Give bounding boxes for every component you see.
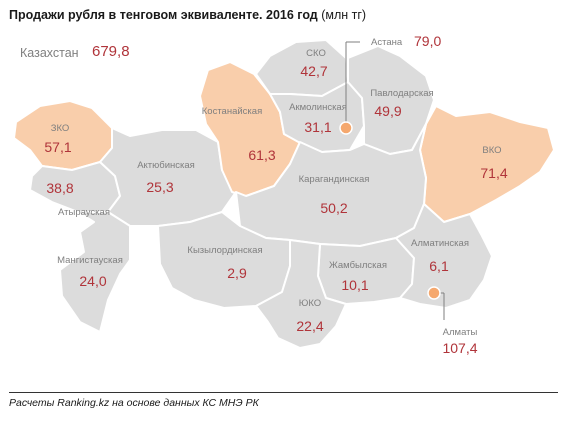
label-almaty: Алматы xyxy=(443,327,478,338)
region-zko[interactable] xyxy=(13,100,113,171)
value-aktobe: 25,3 xyxy=(146,179,173,195)
value-almaty-reg: 6,1 xyxy=(429,258,449,274)
value-vko: 71,4 xyxy=(480,165,507,181)
label-kostanay: Костанайская xyxy=(202,106,262,117)
label-karaganda: Карагандинская xyxy=(299,174,370,185)
region-aktobe[interactable] xyxy=(99,127,237,227)
value-almaty: 107,4 xyxy=(442,340,477,356)
map-title-unit: (млн тг) xyxy=(321,8,367,22)
map-title-main: Продажи рубля в тенговом эквиваленте. 20… xyxy=(9,8,318,22)
label-almaty-reg: Алматинская xyxy=(411,238,469,249)
country-name: Казахстан xyxy=(20,46,79,60)
value-karaganda: 50,2 xyxy=(320,200,347,216)
source-note: Расчеты Ranking.kz на основе данных КС М… xyxy=(9,397,259,409)
label-zhambyl: Жамбылская xyxy=(329,260,387,271)
region-zhambyl[interactable] xyxy=(317,237,415,305)
value-pavlodar: 49,9 xyxy=(374,103,401,119)
region-vko[interactable] xyxy=(419,105,555,223)
label-aktobe: Актюбинская xyxy=(137,160,195,171)
label-kyzylorda: Кызылординская xyxy=(187,245,262,256)
footer-divider xyxy=(9,392,558,393)
label-yuko: ЮКО xyxy=(299,298,321,309)
label-sko: СКО xyxy=(306,48,326,59)
label-vko: ВКО xyxy=(482,145,501,156)
value-sko: 42,7 xyxy=(300,63,327,79)
value-akmola: 31,1 xyxy=(304,119,331,135)
label-mangystau: Мангистауская xyxy=(57,255,123,266)
region-mangystau[interactable] xyxy=(59,211,131,333)
label-atyrau: Атырауская xyxy=(58,207,110,218)
map-title: Продажи рубля в тенговом эквиваленте. 20… xyxy=(9,8,366,22)
label-astana: Астана xyxy=(371,37,403,48)
value-mangystau: 24,0 xyxy=(79,273,106,289)
label-akmola: Акмолинская xyxy=(289,102,347,113)
value-astana: 79,0 xyxy=(414,33,441,49)
almaty-marker-icon[interactable] xyxy=(427,286,441,300)
value-zhambyl: 10,1 xyxy=(341,277,368,293)
region-almaty-reg[interactable] xyxy=(395,203,493,309)
value-zko: 57,1 xyxy=(44,139,71,155)
astana-marker-icon[interactable] xyxy=(339,121,353,135)
region-yuko[interactable] xyxy=(255,239,347,349)
label-pavlodar: Павлодарская xyxy=(370,88,433,99)
value-kyzylorda: 2,9 xyxy=(227,265,247,281)
value-yuko: 22,4 xyxy=(296,318,323,334)
region-atyrau[interactable] xyxy=(29,161,121,213)
value-kostanay: 61,3 xyxy=(248,147,275,163)
label-zko: ЗКО xyxy=(51,123,70,134)
value-atyrau: 38,8 xyxy=(46,180,73,196)
country-value: 679,8 xyxy=(92,43,130,60)
region-akmola[interactable] xyxy=(269,81,365,153)
